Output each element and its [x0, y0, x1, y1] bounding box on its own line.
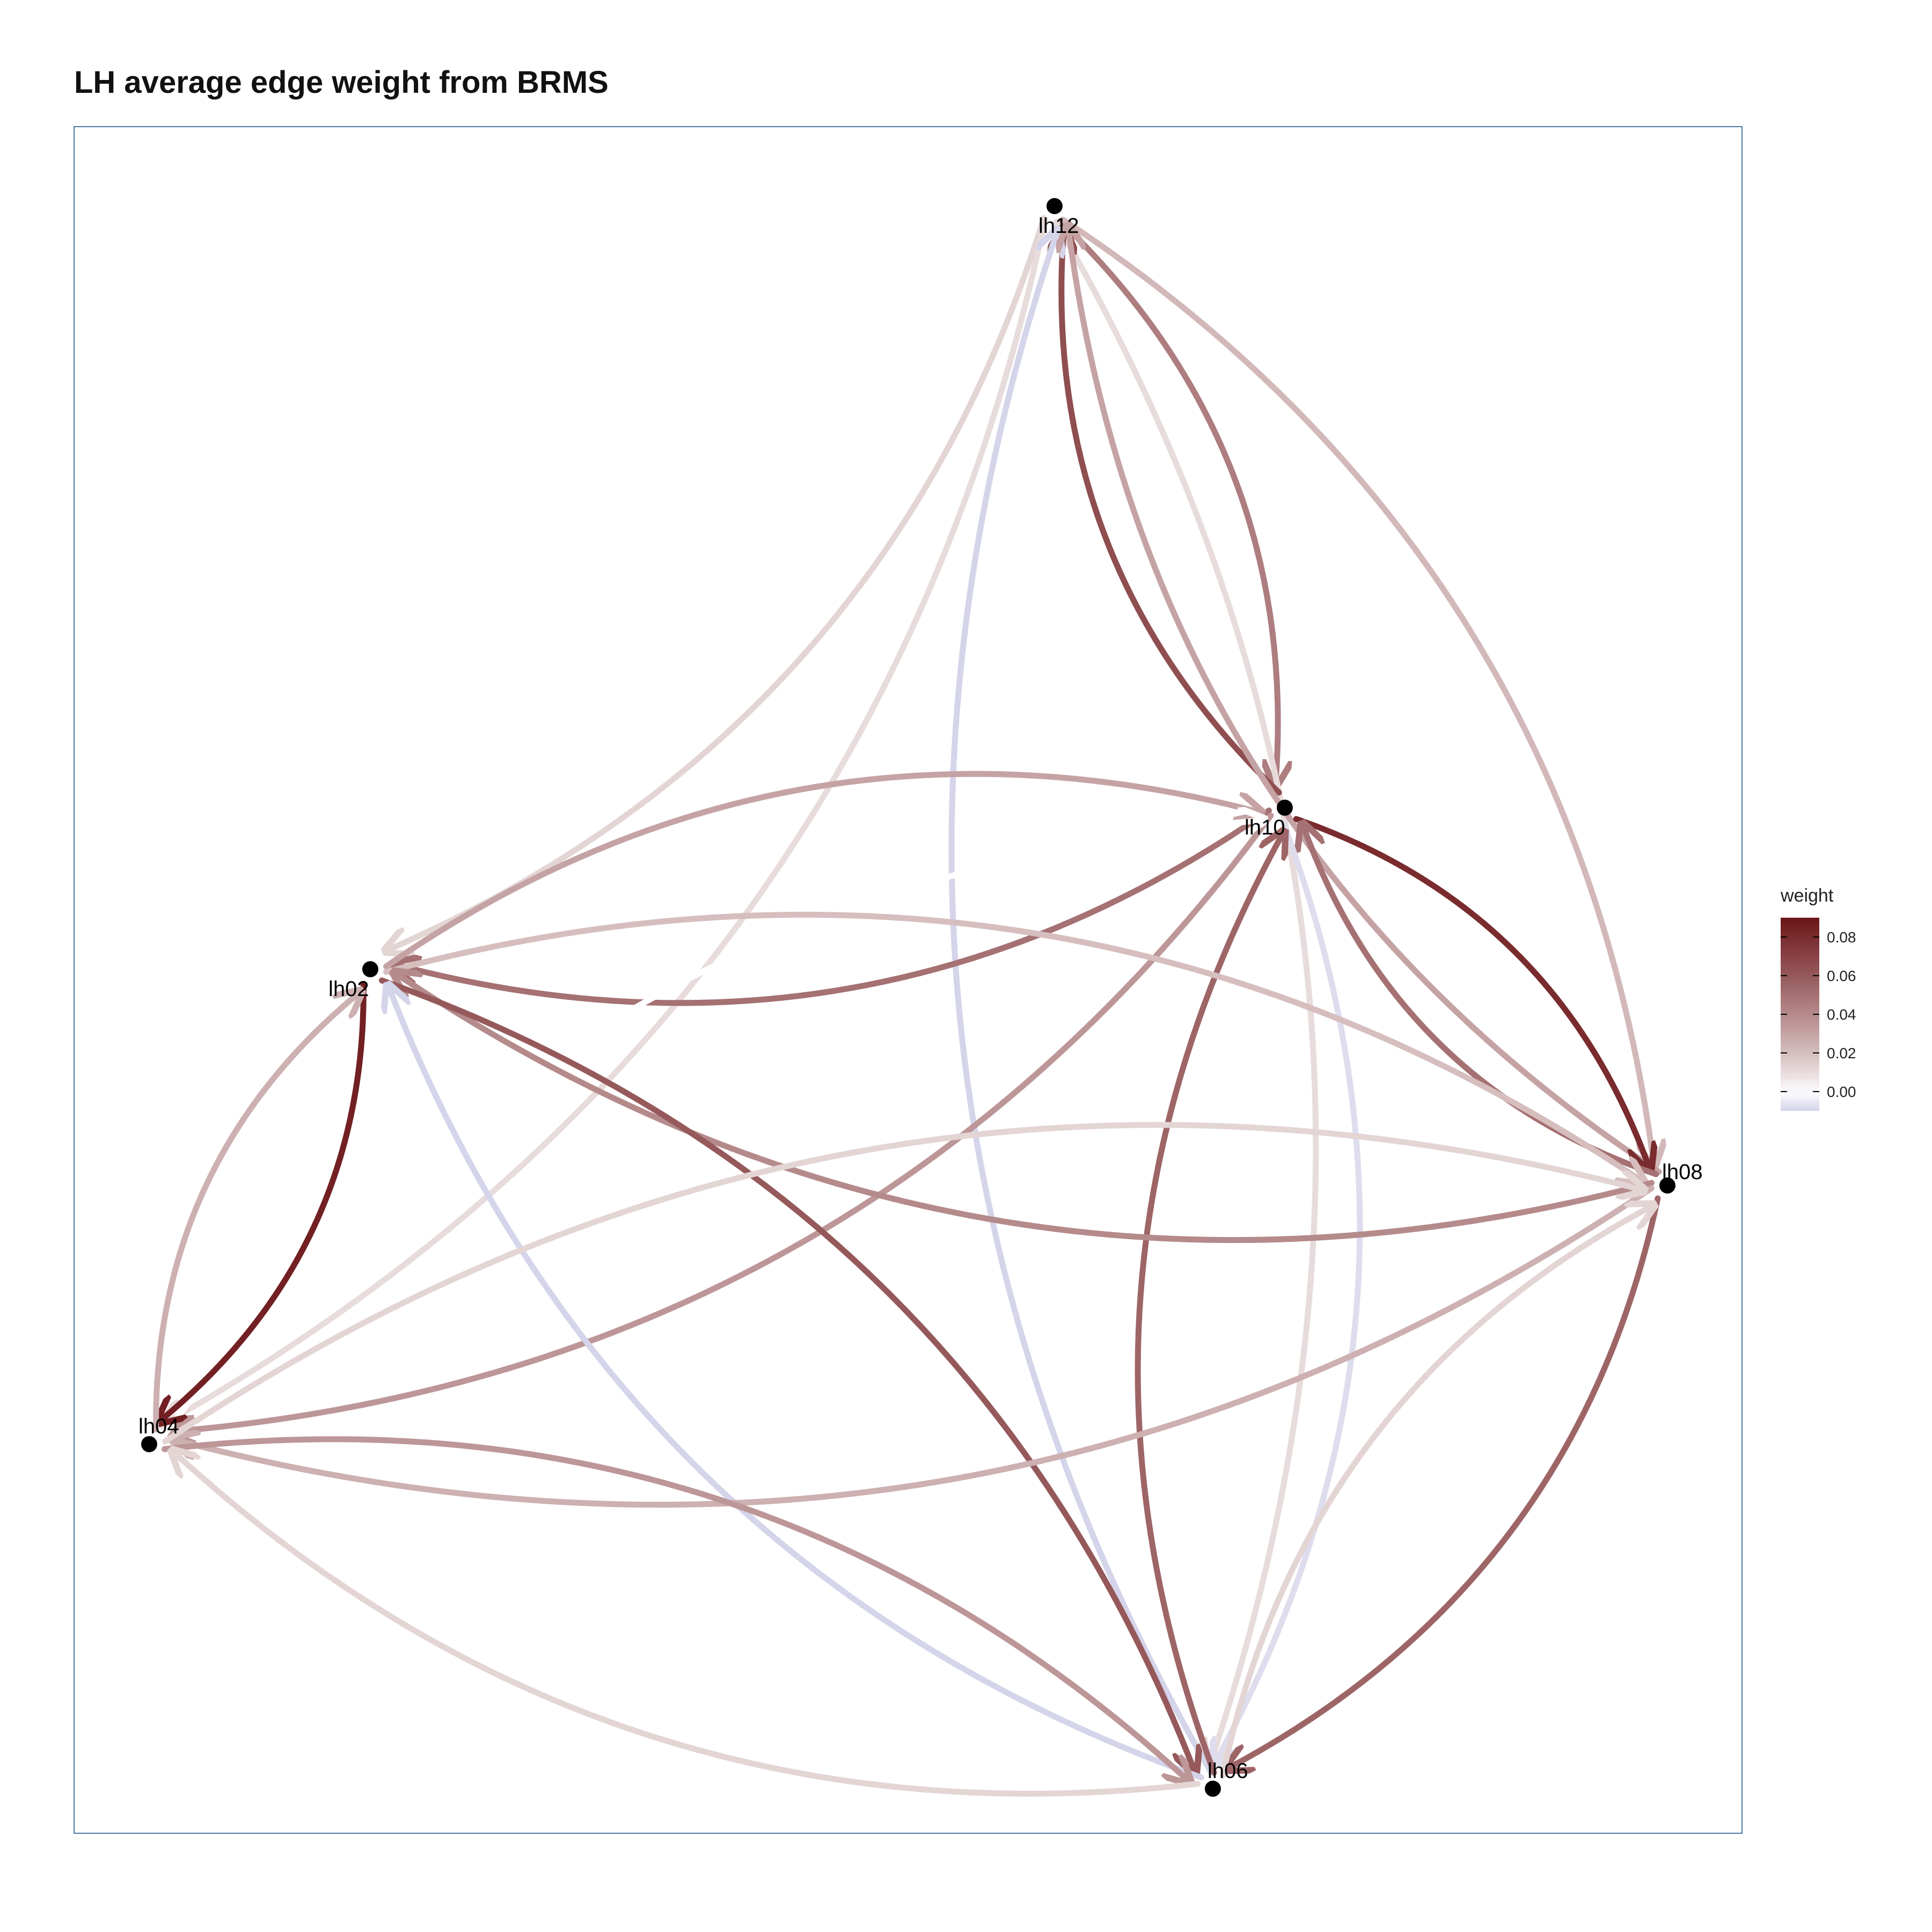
edge-lh06-to-lh10 [1135, 833, 1283, 1776]
legend-title: weight [1780, 885, 1834, 906]
node-label-lh12: lh12 [1038, 214, 1079, 238]
edge-lh04-to-lh02 [153, 993, 360, 1433]
node-lh08 [1659, 1177, 1675, 1194]
edge-lh02-to-lh06 [379, 977, 1195, 1771]
edge-lh04-to-lh10 [160, 820, 1262, 1439]
edge-lh08-to-lh06 [1228, 1195, 1661, 1768]
legend-tick-label: 0.04 [1827, 1006, 1856, 1023]
edge-lh08-to-lh12 [1068, 228, 1662, 1175]
legend-ticks: 0.08 0.06 0.04 0.02 0.00 [1781, 929, 1856, 1100]
edge-lh08-to-lh02 [396, 974, 1655, 1243]
panel-border [74, 126, 1743, 1834]
legend-tick-label: 0.08 [1827, 929, 1856, 946]
edge-lh12-to-lh10 [1057, 218, 1278, 784]
node-label-lh06: lh06 [1208, 1759, 1248, 1783]
edge-lh06-to-lh08 [1219, 1206, 1652, 1779]
nodes-layer: lh12 lh10 lh02 lh08 lh04 lh06 [138, 198, 1703, 1797]
node-label-lh08: lh08 [1662, 1160, 1703, 1184]
edge-lh04-to-lh08 [162, 1122, 1642, 1445]
edge-lh06-to-lh02 [389, 987, 1204, 1781]
edge-lh10-to-lh08 [1293, 816, 1649, 1167]
edge-lh04-to-lh06 [162, 1436, 1189, 1781]
edge-lh02-to-lh08 [383, 911, 1642, 1181]
edge-lh12-to-lh06 [1053, 219, 1319, 1763]
node-lh04 [141, 1436, 157, 1452]
edge-lh12-to-lh04 [164, 216, 1048, 1423]
edge-lh02-to-lh04 [160, 980, 367, 1421]
chart-title: LH average edge weight from BRMS [74, 65, 609, 100]
edge-lh02-to-lh10 [383, 771, 1260, 970]
node-lh10 [1277, 800, 1293, 816]
node-label-lh02: lh02 [328, 977, 369, 1001]
edges-layer [153, 215, 1662, 1797]
legend: weight 0.08 0.06 0.04 0.02 0.00 [1780, 885, 1856, 1111]
node-label-lh10: lh10 [1245, 816, 1285, 839]
node-lh06 [1205, 1781, 1221, 1797]
legend-tick-label: 0.06 [1827, 968, 1856, 984]
edge-lh06-to-lh04 [174, 1452, 1201, 1797]
edge-lh06-to-lh12 [948, 232, 1214, 1776]
edge-lh12-to-lh02 [387, 215, 1047, 950]
edge-lh10-to-lh06 [1215, 821, 1363, 1763]
node-lh12 [1046, 198, 1063, 214]
edge-lh10-to-lh04 [172, 813, 1274, 1432]
edge-lh12-to-lh08 [1060, 216, 1654, 1163]
node-lh02 [362, 961, 378, 977]
node-label-lh04: lh04 [138, 1415, 179, 1438]
legend-tick-label: 0.02 [1827, 1045, 1856, 1062]
edge-lh08-to-lh04 [174, 1185, 1655, 1508]
edge-lh10-to-lh02 [396, 807, 1272, 1006]
legend-tick-label: 0.00 [1827, 1084, 1856, 1100]
edge-lh10-to-lh12 [1062, 230, 1282, 796]
